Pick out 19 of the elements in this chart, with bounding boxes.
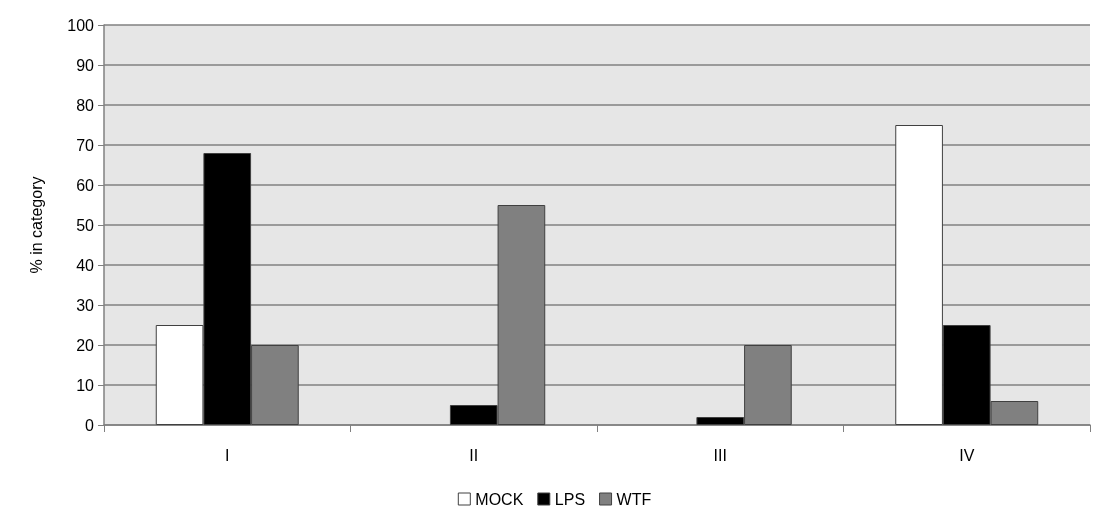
y-tick-label: 80 [76, 96, 95, 114]
y-tick-label: 30 [76, 296, 95, 314]
y-axis-title: % in category [27, 176, 45, 274]
y-tick-label: 100 [67, 16, 95, 34]
x-tick-label: IV [959, 446, 975, 464]
x-tick-label: II [469, 446, 479, 464]
x-tick-label: III [713, 446, 727, 464]
x-tick-label: I [225, 446, 230, 464]
legend-label: MOCK [475, 490, 524, 508]
legend-label: WTF [616, 490, 652, 508]
y-tick-label: 10 [76, 376, 95, 394]
y-tick-label: 50 [76, 216, 95, 234]
y-tick-label: 40 [76, 256, 95, 274]
y-tick-label: 20 [76, 336, 95, 354]
y-tick-label: 60 [76, 176, 95, 194]
y-tick-label: 90 [76, 56, 95, 74]
y-tick-label: 0 [85, 416, 95, 434]
y-tick-label: 70 [76, 136, 95, 154]
legend-label: LPS [554, 490, 586, 508]
